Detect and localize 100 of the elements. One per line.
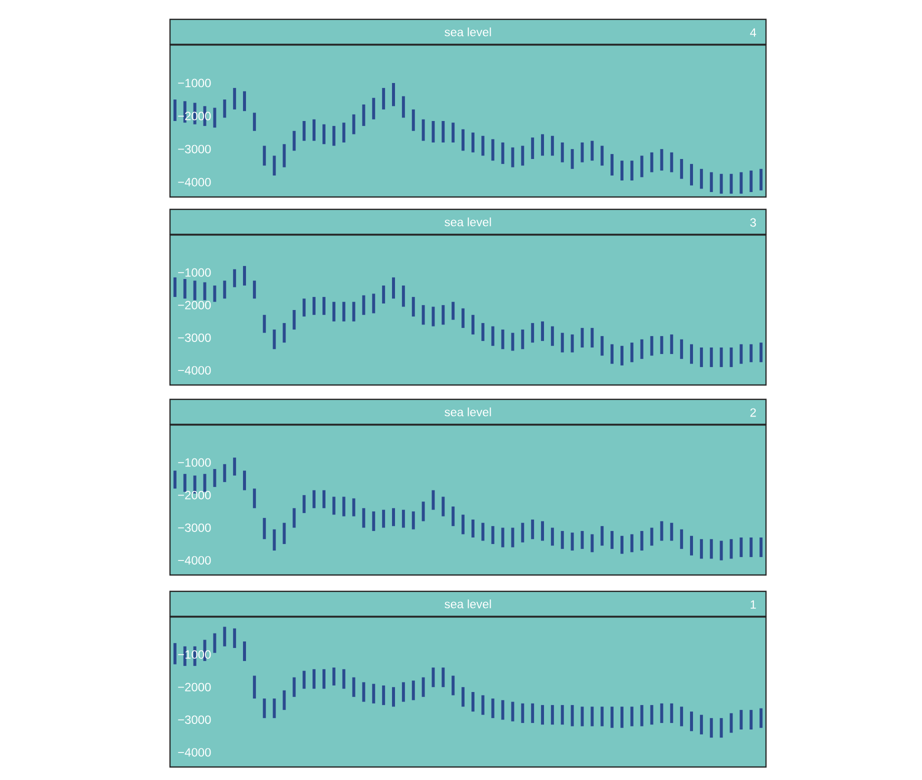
bar <box>203 282 206 300</box>
y-tick-label: −1000 <box>178 458 211 467</box>
bar <box>650 528 654 546</box>
bar <box>560 530 564 549</box>
bar <box>362 682 366 702</box>
y-tick-label: −3000 <box>178 333 211 342</box>
bar <box>203 474 206 492</box>
bar <box>412 680 415 700</box>
bar <box>332 668 336 686</box>
bar <box>342 496 346 516</box>
bar <box>332 126 336 146</box>
bar <box>173 643 176 664</box>
bar <box>710 347 713 368</box>
bar <box>690 712 693 732</box>
bar <box>312 669 316 689</box>
bar <box>630 706 634 726</box>
bar <box>342 302 346 322</box>
bar <box>322 669 326 689</box>
bar <box>243 91 246 112</box>
bar <box>720 174 723 194</box>
text: 1 <box>750 600 756 609</box>
y-tick-label: −3000 <box>178 715 211 724</box>
bar <box>511 528 514 548</box>
bar <box>620 160 624 180</box>
bar <box>233 269 236 288</box>
bar <box>660 149 664 171</box>
bar <box>312 490 316 508</box>
bar <box>680 158 684 179</box>
bar <box>382 286 386 304</box>
bar <box>650 152 654 172</box>
text: 3 <box>750 218 756 227</box>
bar <box>292 677 296 697</box>
bar <box>660 336 664 354</box>
bar <box>750 344 753 362</box>
bar <box>700 539 703 559</box>
bar <box>640 339 644 359</box>
bar <box>372 294 376 314</box>
bar <box>501 528 504 548</box>
bar <box>541 321 544 341</box>
bar <box>382 88 386 110</box>
bar <box>442 496 445 516</box>
bar <box>590 328 594 348</box>
bar <box>511 147 514 168</box>
bar <box>700 168 703 189</box>
bar <box>362 104 366 126</box>
bar <box>272 698 276 718</box>
bar <box>213 469 216 487</box>
bar <box>660 703 664 723</box>
bar <box>213 286 216 302</box>
chart-title: sea level <box>444 27 491 36</box>
y-tick-label: −1000 <box>178 78 211 88</box>
bar <box>223 464 226 482</box>
bar <box>690 536 693 556</box>
y-tick-label: −2000 <box>178 490 211 500</box>
bar <box>541 134 544 156</box>
bar <box>670 334 674 354</box>
bar <box>600 526 604 546</box>
bar <box>342 669 346 689</box>
bar <box>580 530 584 549</box>
bar <box>521 146 524 166</box>
bar <box>650 336 654 356</box>
bar <box>372 98 376 120</box>
bar <box>481 323 484 341</box>
chart-title: sea level <box>444 408 491 416</box>
bar <box>422 502 425 522</box>
bar <box>760 342 763 362</box>
chart-title: sea level <box>444 600 491 608</box>
bar <box>332 302 336 322</box>
bar <box>213 108 216 128</box>
y-tick-label: −3000 <box>178 523 211 532</box>
bar <box>392 687 395 707</box>
bar <box>710 539 713 559</box>
bar <box>282 323 286 343</box>
bar <box>312 296 316 315</box>
y-tick-label: −3000 <box>178 144 211 154</box>
bar <box>462 514 465 534</box>
bar <box>620 346 624 366</box>
bar <box>550 528 554 546</box>
text: 4 <box>750 28 756 37</box>
bar <box>302 495 306 514</box>
bar <box>700 347 703 368</box>
bar <box>292 130 296 151</box>
bar <box>352 302 356 322</box>
bar <box>521 330 524 350</box>
bar <box>481 136 484 156</box>
bar <box>262 146 266 166</box>
bar <box>620 706 624 728</box>
bar <box>550 326 554 346</box>
bar <box>412 296 415 317</box>
bar <box>640 156 644 178</box>
bar <box>243 266 246 286</box>
bar <box>183 474 186 492</box>
bar <box>422 119 425 141</box>
bar <box>471 132 474 152</box>
bar <box>680 529 684 549</box>
bar <box>491 526 494 544</box>
bar <box>511 332 514 351</box>
bar <box>630 160 634 180</box>
bar <box>471 314 474 334</box>
bar <box>462 129 465 151</box>
